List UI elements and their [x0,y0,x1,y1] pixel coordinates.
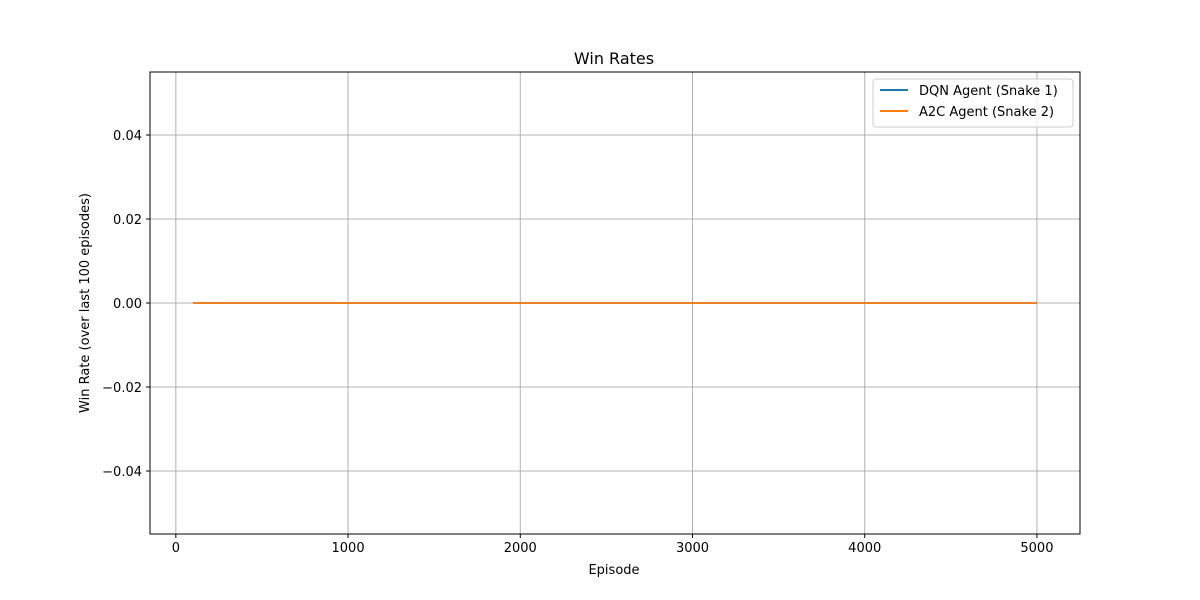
x-tick-label: 1000 [332,541,365,556]
x-tick-label: 0 [172,541,180,556]
chart-title: Win Rates [574,49,654,68]
x-tick-label: 3000 [676,541,709,556]
y-axis-label: Win Rate (over last 100 episodes) [78,193,93,413]
y-tick-label: −0.04 [102,465,142,480]
y-tick-label: 0.02 [113,213,142,228]
x-tick-label: 4000 [848,541,881,556]
x-tick-label: 5000 [1020,541,1053,556]
legend: DQN Agent (Snake 1) A2C Agent (Snake 2) [872,78,1074,128]
y-axis-ticks: −0.04 −0.02 0.00 0.02 0.04 [102,129,150,480]
legend-label-a2c: A2C Agent (Snake 2) [919,105,1054,120]
x-axis-label: Episode [588,563,639,578]
legend-label-dqn: DQN Agent (Snake 1) [919,84,1058,99]
x-tick-label: 2000 [504,541,537,556]
y-tick-label: 0.04 [113,129,142,144]
x-axis-ticks: 0 1000 2000 3000 4000 5000 [172,534,1053,556]
y-tick-label: 0.00 [113,297,142,312]
legend-box [872,78,1074,128]
y-tick-label: −0.02 [102,381,142,396]
